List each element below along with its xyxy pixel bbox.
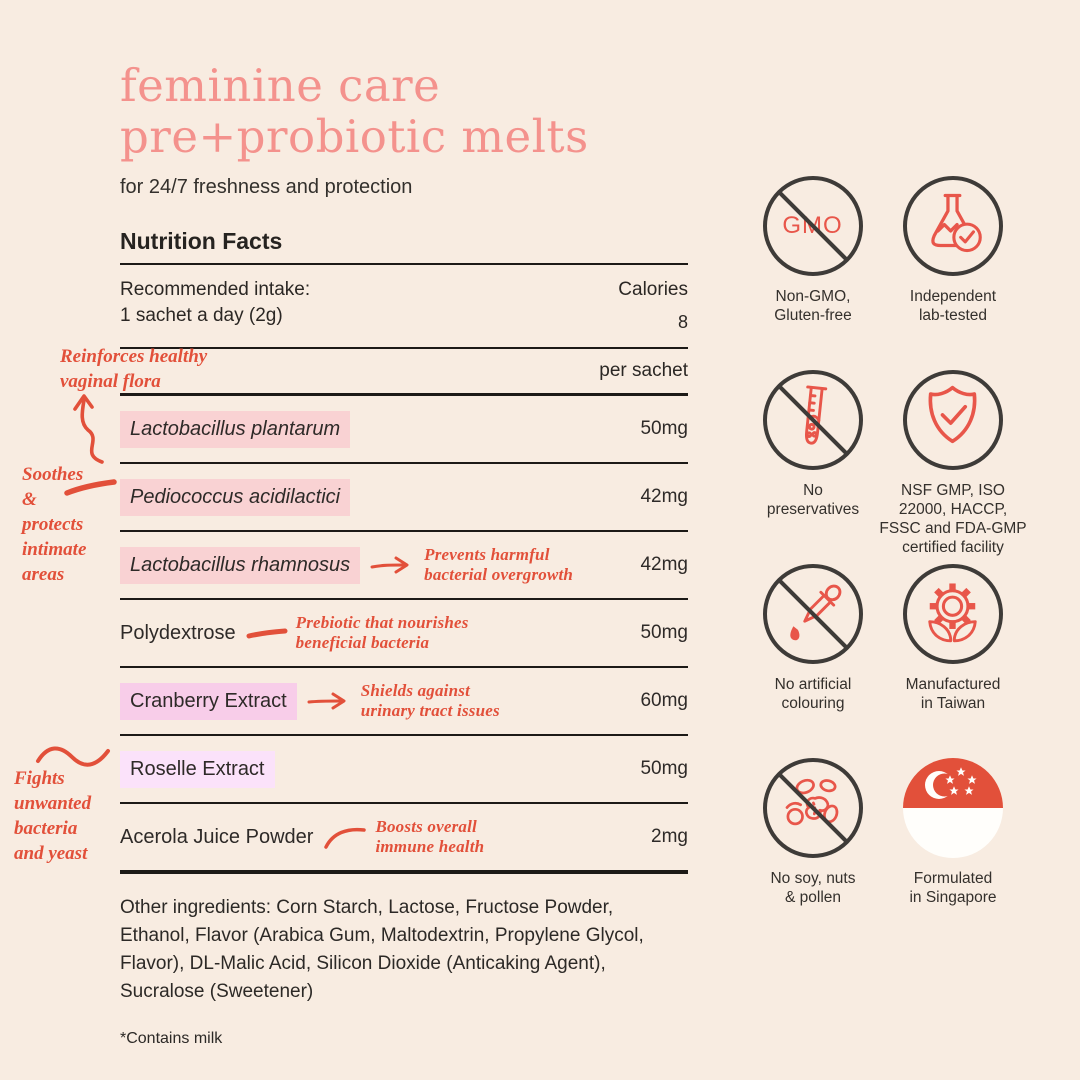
manufactured-taiwan-icon: [903, 564, 1003, 664]
product-title-line1: feminine care: [120, 59, 441, 112]
ingredient-name: Pediococcus acidilactici: [120, 478, 351, 516]
curve-line-icon: [323, 824, 367, 850]
ingredient-note: Boosts overall immune health: [375, 817, 485, 856]
table-row: Roselle Extract 50mg: [120, 736, 688, 804]
no-gmo-icon: GMO: [763, 176, 863, 276]
recommended-intake: Recommended intake: 1 sachet a day (2g): [120, 277, 310, 335]
badge-non-gmo: GMO Non-GMO, Gluten-free: [743, 176, 883, 370]
nutrition-facts-table: Recommended intake: 1 sachet a day (2g) …: [120, 263, 688, 874]
badge-no-soy-nuts-pollen: No soy, nuts & pollen: [743, 758, 883, 952]
ingredient-amount: 42mg: [640, 554, 688, 575]
badge-no-artificial-colouring: No artificial colouring: [743, 564, 883, 758]
table-row: Lactobacillus rhamnosus Prevents harmful…: [120, 532, 688, 600]
badge-lab-tested: Independent lab-tested: [883, 176, 1023, 370]
no-preservatives-icon: [763, 370, 863, 470]
margin-note-fights: Fights unwanted bacteria and yeast: [14, 768, 92, 864]
badge-label: Independent lab-tested: [909, 288, 997, 324]
badge-label: Manufactured in Taiwan: [905, 676, 1001, 712]
ingredient-name: Roselle Extract: [120, 750, 275, 788]
ingredient-note: Prevents harmful bacterial overgrowth: [424, 545, 574, 584]
main-column: feminine care pre+probiotic melts for 24…: [120, 60, 688, 1048]
singapore-flag-icon: [903, 758, 1003, 858]
lab-tested-icon: [903, 176, 1003, 276]
ingredient-amount: 2mg: [651, 826, 688, 847]
table-row: Cranberry Extract Shields against urinar…: [120, 668, 688, 736]
calories-label: Calories: [618, 279, 688, 300]
dash-icon: [64, 476, 118, 503]
calories-block: Calories 8: [618, 277, 688, 335]
badge-label: NSF GMP, ISO 22000, HACCP, FSSC and FDA-…: [879, 482, 1027, 556]
badge-label: No artificial colouring: [774, 676, 852, 712]
badge-label: Non-GMO, Gluten-free: [774, 288, 852, 324]
margin-note-flora: Reinforces healthy vaginal flora: [60, 346, 208, 392]
badge-certified-facility: NSF GMP, ISO 22000, HACCP, FSSC and FDA-…: [879, 370, 1027, 564]
table-row: Polydextrose Prebiotic that nourishes be…: [120, 600, 688, 668]
ingredient-amount: 60mg: [640, 690, 688, 711]
table-row: Acerola Juice Powder Boosts overall immu…: [120, 804, 688, 874]
intake-label: Recommended intake:: [120, 279, 311, 300]
calories-value: 8: [677, 312, 688, 332]
product-subtitle: for 24/7 freshness and protection: [120, 176, 413, 198]
badge-label: No preservatives: [766, 482, 860, 518]
per-sachet-label: per sachet: [120, 349, 688, 396]
ingredient-amount: 50mg: [640, 418, 688, 439]
curved-up-arrow-icon: [66, 390, 112, 471]
squiggle-icon: [34, 742, 114, 777]
badge-grid: GMO Non-GMO, Gluten-free Independent lab…: [743, 176, 1027, 952]
allergen-note: *Contains milk: [120, 1030, 223, 1047]
table-header-row: Recommended intake: 1 sachet a day (2g) …: [120, 265, 688, 349]
badge-label: No soy, nuts & pollen: [770, 870, 856, 906]
arrow-right-icon: [307, 690, 353, 712]
badge-no-preservatives: No preservatives: [743, 370, 883, 564]
margin-note-soothes: Soothes & protects intimate areas: [22, 464, 87, 585]
ingredient-name: Acerola Juice Powder: [120, 825, 314, 848]
other-ingredients-text: Other ingredients: Corn Starch, Lactose,…: [120, 897, 644, 1002]
intake-value: 1 sachet a day (2g): [120, 305, 283, 326]
table-row: Pediococcus acidilactici 42mg: [120, 464, 688, 532]
product-title-line2: pre+probiotic melts: [120, 110, 589, 163]
product-title: feminine care pre+probiotic melts: [120, 60, 688, 162]
badge-manufactured-taiwan: Manufactured in Taiwan: [883, 564, 1023, 758]
ingredient-amount: 42mg: [640, 486, 688, 507]
dash-line-icon: [246, 625, 288, 641]
no-soy-nuts-pollen-icon: [763, 758, 863, 858]
no-artificial-colouring-icon: [763, 564, 863, 664]
ingredient-amount: 50mg: [640, 758, 688, 779]
ingredient-name: Lactobacillus plantarum: [120, 410, 351, 448]
ingredient-amount: 50mg: [640, 622, 688, 643]
table-row: Lactobacillus plantarum 50mg: [120, 396, 688, 464]
ingredient-note: Prebiotic that nourishes beneficial bact…: [295, 613, 469, 652]
ingredient-name: Polydextrose: [120, 621, 236, 644]
arrow-right-icon: [370, 554, 416, 576]
badge-formulated-singapore: Formulated in Singapore: [883, 758, 1023, 952]
ingredient-note: Shields against urinary tract issues: [360, 681, 500, 720]
certified-facility-icon: [903, 370, 1003, 470]
ingredient-name: Lactobacillus rhamnosus: [120, 546, 361, 584]
nutrition-facts-heading: Nutrition Facts: [120, 228, 283, 254]
ingredient-name: Cranberry Extract: [120, 682, 297, 720]
badge-label: Formulated in Singapore: [909, 870, 997, 906]
